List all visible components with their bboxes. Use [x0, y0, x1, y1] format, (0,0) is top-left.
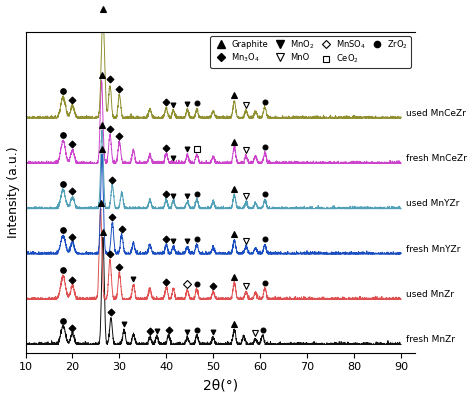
Text: used MnYZr: used MnYZr: [406, 199, 459, 208]
Y-axis label: Intensity (a.u.): Intensity (a.u.): [7, 146, 20, 238]
Text: fresh MnZr: fresh MnZr: [406, 335, 455, 344]
X-axis label: 2θ(°): 2θ(°): [203, 378, 238, 392]
Text: fresh MnYZr: fresh MnYZr: [406, 245, 460, 253]
Text: fresh MnCeZr: fresh MnCeZr: [406, 154, 466, 163]
Legend: Graphite, Mn$_3$O$_4$, MnO$_2$, MnO, MnSO$_4$, CeO$_2$, ZrO$_2$: Graphite, Mn$_3$O$_4$, MnO$_2$, MnO, MnS…: [210, 36, 411, 67]
Text: used MnZr: used MnZr: [406, 290, 454, 299]
Text: used MnCeZr: used MnCeZr: [406, 109, 465, 118]
